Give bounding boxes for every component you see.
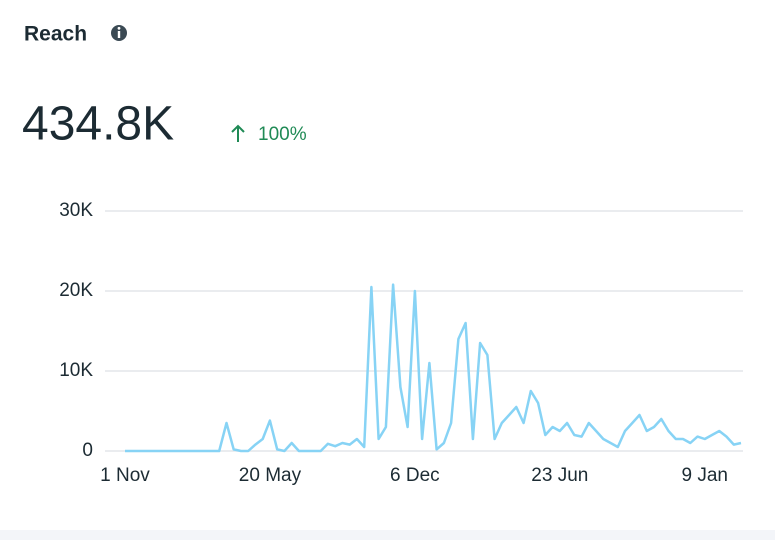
x-tick-label: 9 Jan [682,465,728,486]
up-arrow [231,124,245,142]
x-tick-label: 23 Jun [531,465,588,486]
y-tick-label: 20K [59,280,93,301]
reach-line [125,283,742,453]
x-tick-label: 6 Dec [390,465,440,486]
x-tick-label: 20 May [239,465,302,486]
y-tick-label: 10K [59,360,93,381]
metric-change: 100% [258,124,307,145]
card-title: Reach [24,23,87,46]
footer-strip [0,530,775,540]
y-tick-label: 30K [59,200,93,221]
x-tick-label: 1 Nov [100,465,150,486]
info-icon[interactable] [111,25,127,41]
y-tick-label: 0 [82,440,93,461]
metric-value: 434.8K [22,98,174,151]
